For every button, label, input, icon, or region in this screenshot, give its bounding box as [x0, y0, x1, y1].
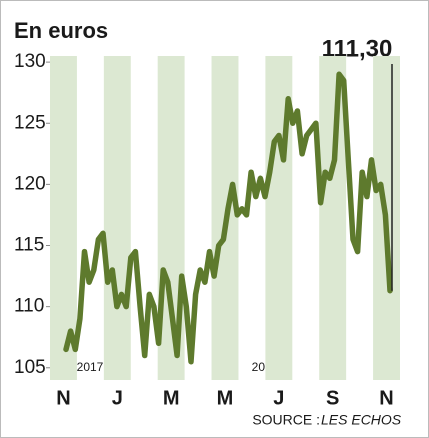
x-tick-label: J: [273, 387, 284, 409]
month-band: [103, 56, 131, 380]
chart-title: En euros: [14, 18, 108, 43]
y-tick-label: 130: [14, 51, 46, 72]
month-band: [319, 56, 347, 380]
y-tick-label: 105: [14, 357, 46, 378]
source: SOURCE :: [252, 412, 320, 428]
x-tick-label: N: [379, 387, 393, 409]
y-tick-label: 110: [14, 296, 44, 317]
price-line: [63, 71, 393, 365]
y-tick-label: 115: [14, 235, 44, 256]
x-tick-label: M: [217, 387, 234, 409]
y-tick-label: 125: [14, 112, 46, 133]
y-tick-label: 120: [14, 173, 46, 194]
month-band: [50, 56, 77, 380]
year-label: 2017: [77, 360, 104, 374]
x-tick-label: M: [163, 387, 180, 409]
x-tick-label: N: [56, 387, 70, 409]
x-tick-label: J: [112, 387, 123, 409]
x-tick-label: S: [326, 387, 339, 409]
source-name: LES ECHOS: [321, 412, 402, 428]
